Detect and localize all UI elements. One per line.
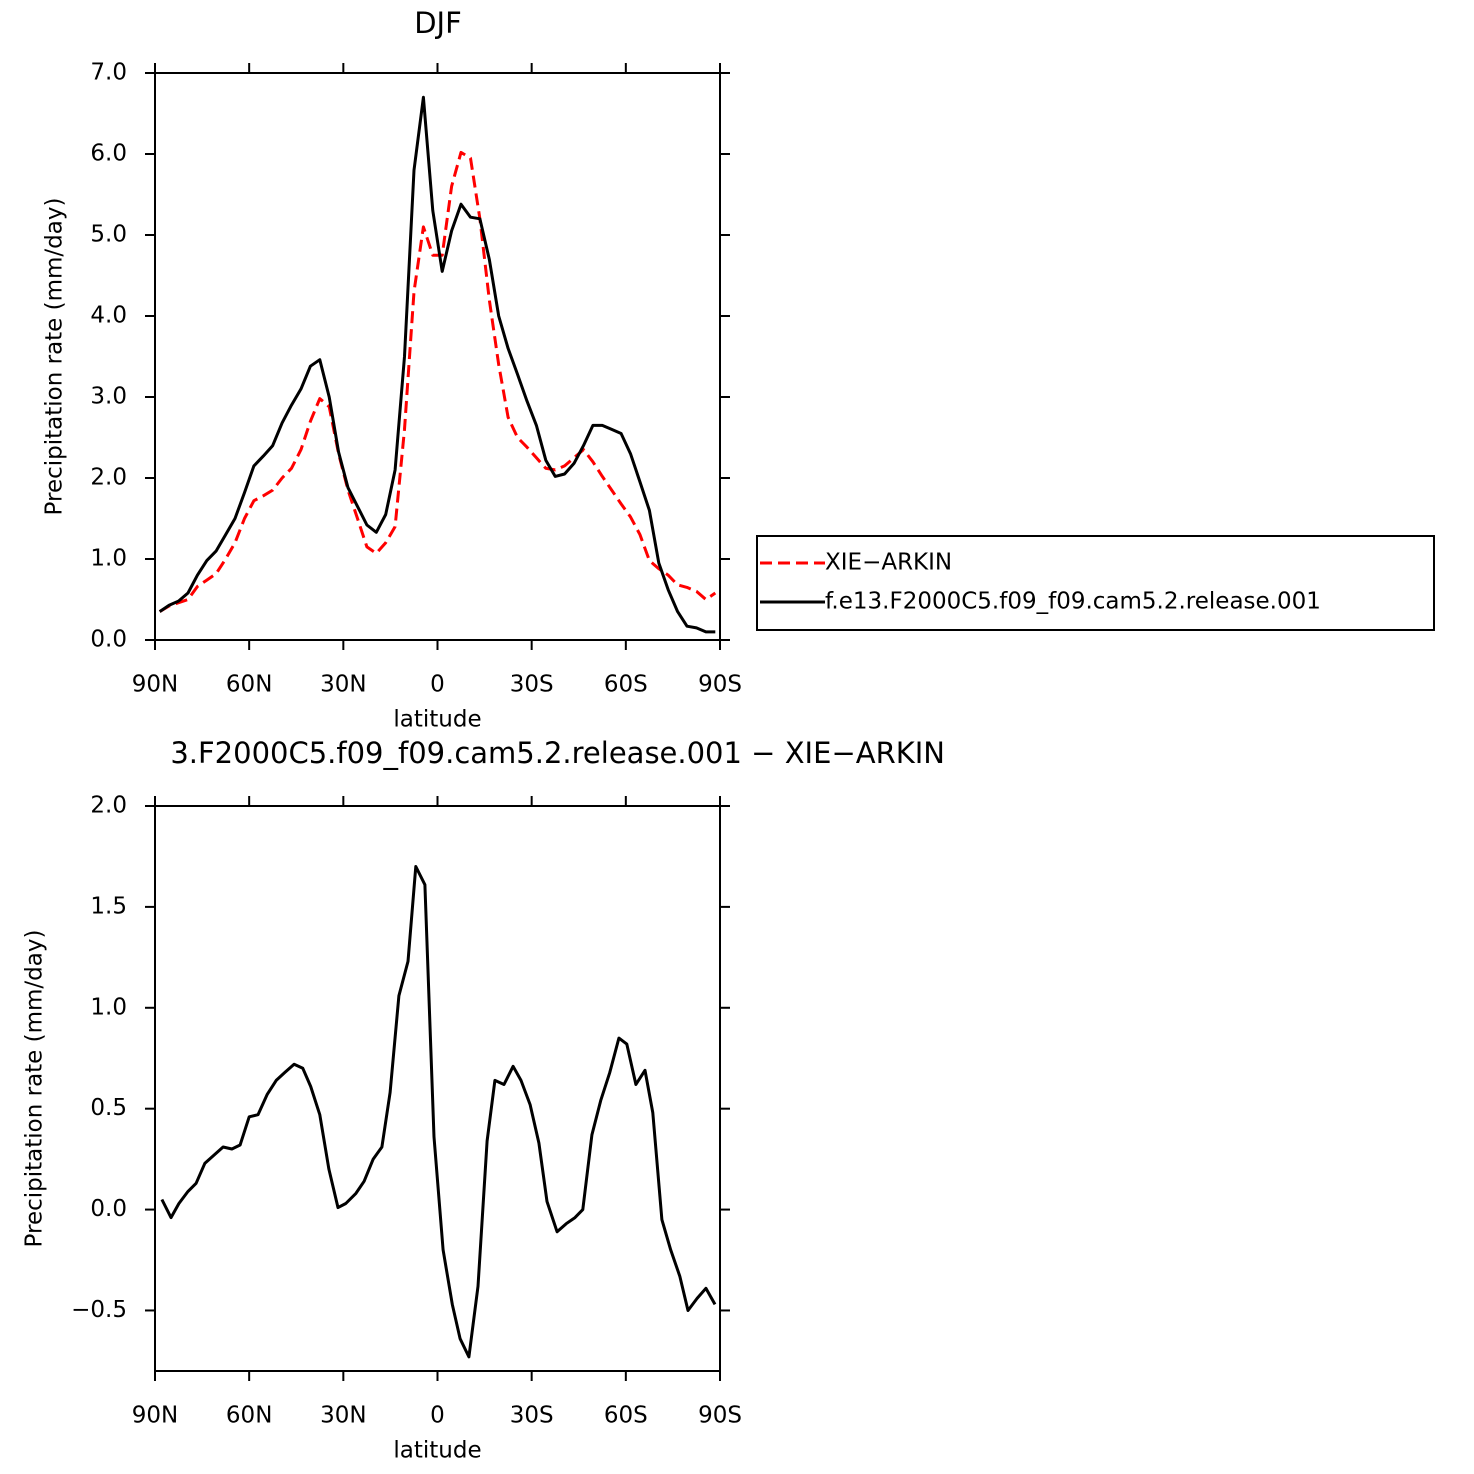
y-tick-label: 0.0 bbox=[90, 1196, 127, 1222]
legend-box bbox=[756, 535, 1435, 631]
chart-title: DJF bbox=[414, 6, 462, 40]
legend-label: XIE−ARKIN bbox=[825, 550, 952, 576]
y-axis-label: Precipitation rate (mm/day) bbox=[42, 198, 68, 516]
y-tick-label: 2.0 bbox=[90, 465, 127, 491]
plot-frame bbox=[154, 72, 721, 641]
x-tick-label: 0 bbox=[430, 672, 445, 698]
x-tick-label: 60S bbox=[604, 1403, 648, 1429]
y-tick-label: 7.0 bbox=[90, 60, 127, 86]
x-axis-label: latitude bbox=[393, 1438, 481, 1464]
x-tick-label: 30N bbox=[320, 1403, 366, 1429]
data-line bbox=[158, 95, 716, 634]
y-tick-label: 6.0 bbox=[90, 141, 127, 167]
legend-label: f.e13.F2000C5.f09_f09.cam5.2.release.001 bbox=[825, 589, 1321, 615]
x-tick-label: 30N bbox=[320, 672, 366, 698]
data-line bbox=[158, 150, 717, 613]
x-tick-label: 60N bbox=[226, 1403, 272, 1429]
y-tick-label: 1.0 bbox=[90, 994, 127, 1020]
y-tick-label: −0.5 bbox=[71, 1297, 127, 1323]
x-tick-label: 90N bbox=[132, 672, 178, 698]
y-tick-label: 3.0 bbox=[90, 384, 127, 410]
y-tick-label: 1.0 bbox=[90, 546, 127, 572]
y-tick-label: 2.0 bbox=[90, 793, 127, 819]
x-tick-label: 30S bbox=[510, 1403, 554, 1429]
y-axis-label: Precipitation rate (mm/day) bbox=[22, 930, 48, 1248]
y-tick-label: 4.0 bbox=[90, 303, 127, 329]
x-tick-label: 0 bbox=[430, 1403, 445, 1429]
x-tick-label: 90S bbox=[698, 672, 742, 698]
x-tick-label: 30S bbox=[510, 672, 554, 698]
y-tick-label: 0.0 bbox=[90, 627, 127, 653]
x-tick-label: 60N bbox=[226, 672, 272, 698]
x-tick-label: 90N bbox=[132, 1403, 178, 1429]
data-line bbox=[160, 865, 717, 1359]
x-axis-label: latitude bbox=[393, 707, 481, 733]
y-tick-label: 1.5 bbox=[90, 893, 127, 919]
x-tick-label: 60S bbox=[604, 672, 648, 698]
plot-frame bbox=[154, 805, 721, 1372]
y-tick-label: 5.0 bbox=[90, 222, 127, 248]
x-tick-label: 90S bbox=[698, 1403, 742, 1429]
chart-title: 3.F2000C5.f09_f09.cam5.2.release.001 − X… bbox=[170, 736, 945, 770]
y-tick-label: 0.5 bbox=[90, 1095, 127, 1121]
